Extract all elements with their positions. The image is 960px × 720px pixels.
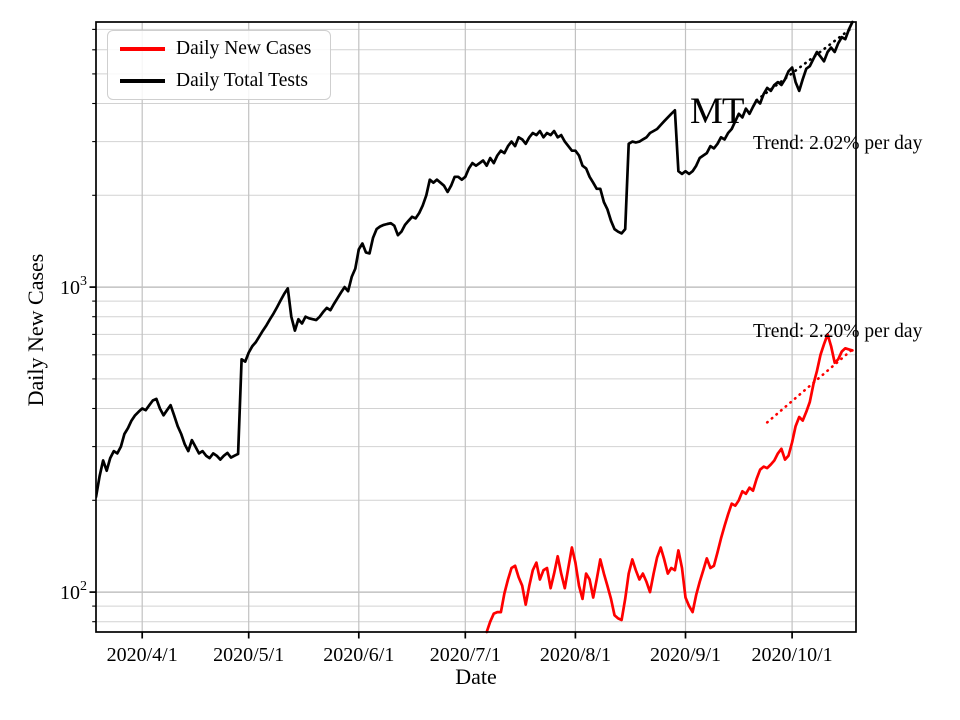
legend-line-sample-black (120, 79, 165, 83)
x-tick-label: 2020/6/1 (323, 644, 394, 666)
legend-item-daily-total-tests: Daily Total Tests (108, 65, 330, 97)
legend: Daily New Cases Daily Total Tests (107, 30, 331, 100)
state-annotation: MT (690, 91, 744, 132)
series-line-daily-total-tests (96, 20, 854, 499)
tick-marks (89, 28, 793, 639)
legend-label-daily-new-cases: Daily New Cases (176, 38, 312, 60)
y-tick-label: 103 (60, 274, 87, 299)
gridlines (96, 22, 856, 632)
x-axis-label: Date (455, 664, 497, 689)
x-tick-label: 2020/7/1 (430, 644, 501, 666)
axes-spines (95, 21, 857, 633)
x-tick-label: 2020/8/1 (540, 644, 611, 666)
x-tick-label: 2020/4/1 (107, 644, 178, 666)
legend-item-daily-new-cases: Daily New Cases (108, 33, 330, 65)
series-line-daily-new-cases (485, 333, 854, 634)
trend-annotation-total-tests: Trend: 2.02% per day (753, 133, 923, 154)
trend-line-daily-new-cases (765, 348, 854, 424)
x-tick-label: 2020/9/1 (650, 644, 721, 666)
legend-label-daily-total-tests: Daily Total Tests (176, 70, 308, 92)
y-tick-label: 102 (60, 579, 87, 604)
y-axis-label: Daily New Cases (23, 253, 48, 407)
trend-annotation-new-cases: Trend: 2.20% per day (753, 321, 923, 342)
legend-line-sample-red (120, 47, 165, 51)
x-tick-label: 2020/5/1 (213, 644, 284, 666)
x-tick-label: 2020/10/1 (752, 644, 833, 666)
